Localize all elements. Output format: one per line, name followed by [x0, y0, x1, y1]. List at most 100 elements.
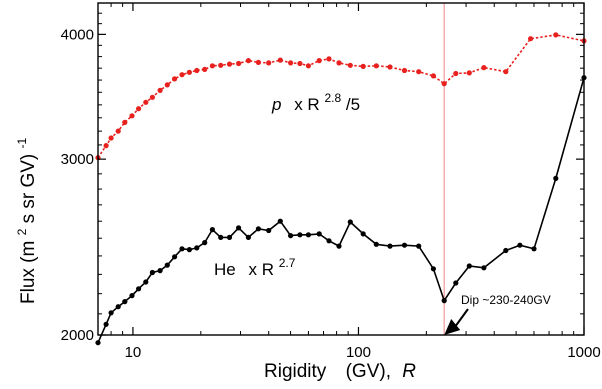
- series-1-point-3: [115, 304, 121, 310]
- dip-callout-arrow: [444, 308, 469, 335]
- series-0-point-1: [103, 143, 109, 149]
- helium-series-label: He x R 2.7: [214, 256, 296, 279]
- series-1-point-25: [297, 232, 303, 238]
- series-0-point-37: [441, 81, 447, 87]
- series-0-point-21: [255, 59, 261, 65]
- series-1-point-7: [143, 279, 149, 285]
- series-0-point-3: [115, 128, 121, 134]
- series-1-point-38: [453, 280, 459, 286]
- series-0-point-35: [416, 69, 422, 75]
- series-1-point-31: [360, 231, 366, 237]
- series-0-point-29: [336, 60, 342, 66]
- series-1-point-4: [122, 299, 128, 305]
- series-0-point-34: [401, 67, 408, 74]
- series-0-point-41: [503, 69, 509, 75]
- series-0-point-9: [157, 87, 163, 93]
- series-1-point-35: [416, 243, 422, 249]
- series-0-point-31: [360, 63, 366, 69]
- series-1-point-15: [202, 240, 208, 246]
- series-1-line: [97, 77, 585, 344]
- series-0-point-2: [108, 135, 114, 141]
- series-0-point-39: [466, 70, 472, 76]
- series-0-point-14: [194, 67, 200, 74]
- series-1-point-41: [503, 247, 509, 254]
- series-1-point-33: [387, 243, 393, 249]
- series-1-point-9: [157, 268, 163, 274]
- series-0-point-10: [164, 82, 170, 88]
- series-1-point-24: [288, 233, 294, 239]
- series-0-point-32: [373, 63, 379, 69]
- series-0-point-24: [288, 60, 294, 66]
- series-0-point-8: [149, 94, 155, 100]
- series-0-point-30: [347, 62, 353, 68]
- series-0-point-25: [297, 60, 303, 67]
- series-1-point-34: [401, 242, 408, 248]
- series-0-point-12: [179, 72, 185, 78]
- series-1-point-40: [481, 265, 487, 271]
- plot-frame: [97, 2, 585, 336]
- series-0-point-42: [528, 36, 534, 42]
- series-0-point-36: [430, 73, 436, 79]
- series-1-point-14: [194, 245, 200, 251]
- series-0-point-26: [305, 63, 311, 69]
- series-0-point-38: [453, 70, 459, 77]
- series-0-point-43: [553, 32, 559, 38]
- series-1-point-42: [517, 242, 523, 248]
- series-1-point-20: [245, 234, 251, 240]
- series-0-point-5: [129, 113, 135, 119]
- series-1-point-12: [179, 246, 185, 252]
- series-0-point-22: [266, 60, 272, 66]
- x-tick-label-1: 100: [346, 344, 371, 361]
- series-0-point-6: [136, 106, 142, 112]
- series-1-point-2: [108, 310, 114, 316]
- x-tick-label-2: 1000: [567, 344, 600, 361]
- proton-series-label: p x R 2.8 /5: [271, 87, 360, 114]
- x-axis-title: Rigidity (GV), R: [264, 361, 416, 382]
- series-1-point-22: [266, 227, 272, 234]
- series-0-point-33: [387, 64, 393, 70]
- series-1-point-21: [255, 226, 261, 232]
- series-1-point-18: [226, 234, 233, 240]
- series-0-point-19: [236, 60, 242, 67]
- series-1-point-19: [236, 225, 242, 231]
- series-1-point-30: [347, 219, 353, 225]
- series-0-point-28: [326, 56, 332, 62]
- series-group: [95, 32, 587, 346]
- series-1-point-11: [172, 254, 178, 260]
- y-tick-label-2: 4000: [61, 26, 94, 43]
- axis-ticks: 10 100 1000 2000 3000 4000: [61, 3, 601, 361]
- series-0-point-17: [218, 62, 224, 68]
- series-1-point-0: [95, 340, 101, 346]
- series-1-point-44: [553, 175, 559, 181]
- series-1-point-28: [326, 238, 332, 244]
- series-1-point-23: [277, 218, 283, 224]
- series-0-point-27: [316, 58, 322, 64]
- series-0-point-13: [186, 69, 192, 75]
- x-tick-label-0: 10: [125, 344, 142, 361]
- dip-callout-text: Dip ~230-240GV: [461, 293, 551, 307]
- series-0-point-15: [202, 66, 208, 72]
- series-1-point-32: [373, 241, 379, 247]
- series-1-point-1: [103, 321, 109, 327]
- series-1-point-29: [336, 243, 342, 249]
- series-0-point-11: [172, 76, 178, 82]
- callout-arrow-shaft: [453, 308, 469, 329]
- series-1-point-39: [466, 263, 472, 269]
- series-1-point-36: [430, 266, 436, 272]
- series-1-point-26: [305, 232, 311, 238]
- series-0-point-16: [209, 63, 215, 69]
- y-tick-label-1: 3000: [61, 151, 94, 168]
- series-1-point-16: [209, 227, 215, 233]
- series-0-point-40: [481, 65, 487, 71]
- series-1-point-5: [129, 293, 135, 299]
- callout-arrow-head: [444, 319, 461, 335]
- series-1-point-13: [186, 247, 192, 253]
- series-1-point-27: [316, 231, 322, 237]
- series-1-point-8: [149, 269, 155, 276]
- series-1-point-17: [218, 234, 224, 240]
- series-0-point-23: [277, 57, 283, 63]
- series-1-point-37: [441, 298, 447, 304]
- series-1-point-10: [164, 262, 170, 268]
- series-0-point-4: [122, 119, 128, 125]
